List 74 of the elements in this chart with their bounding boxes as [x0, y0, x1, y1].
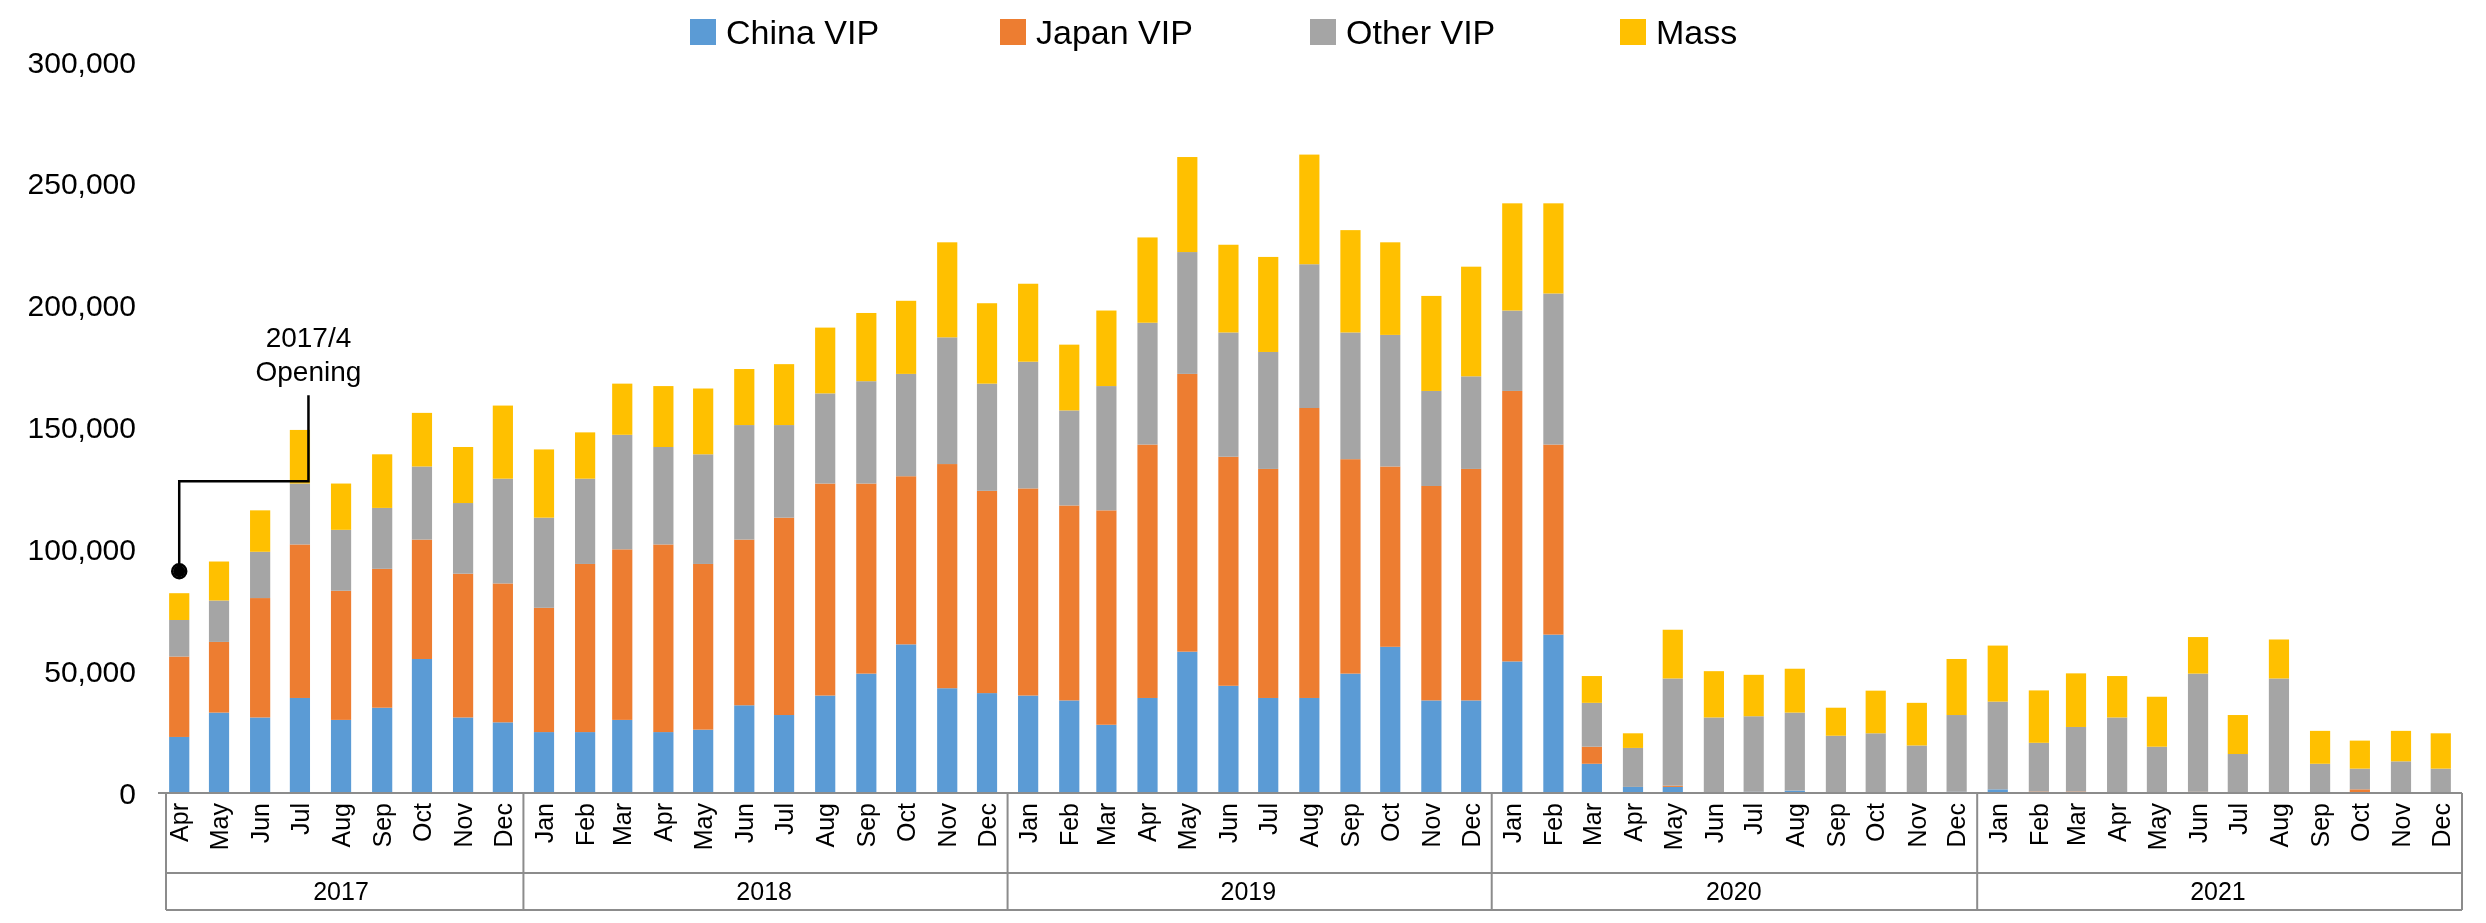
x-tick-label: Nov	[1417, 802, 1446, 848]
x-tick-label: Jul	[1739, 803, 1768, 835]
x-tick-label: Jul	[285, 803, 314, 835]
x-tick-label: Nov	[2386, 802, 2415, 848]
y-tick-label: 100,000	[27, 532, 136, 566]
x-tick-label: Feb	[570, 803, 599, 847]
x-tick-label: Sep	[1336, 803, 1365, 848]
x-tick-label: Mar	[2061, 803, 2090, 847]
y-tick-label: 200,000	[27, 289, 136, 323]
y-tick-label: 0	[119, 776, 136, 810]
x-tick-label: Jun	[1699, 803, 1728, 844]
x-tick-label: Jun	[1214, 803, 1243, 844]
x-tick-label: Jan	[1013, 803, 1042, 844]
x-tick-label: Jun	[245, 803, 274, 844]
x-tick-label: Aug	[1295, 803, 1324, 848]
x-tick-label: Mar	[1577, 803, 1606, 847]
x-tick-label: Oct	[891, 802, 920, 842]
x-tick-label: May	[204, 802, 233, 851]
x-tick-label: Jan	[1498, 803, 1527, 844]
x2-tick-label: 2018	[736, 877, 792, 906]
x-tick-label: Feb	[2024, 803, 2053, 847]
x-tick-label: Oct	[1861, 802, 1890, 842]
x-tick-label: Aug	[810, 803, 839, 848]
y-tick-label: 150,000	[27, 411, 136, 444]
x-tick-label: Nov	[1902, 802, 1931, 848]
annotation: 2017/4 Opening	[255, 322, 362, 388]
x-tick-label: Dec	[1456, 803, 1485, 848]
x-tick-label: May	[688, 802, 717, 851]
x-tick-label: Aug	[1780, 803, 1809, 848]
x-tick-label: Aug	[326, 803, 355, 848]
legend-label: China VIP	[726, 12, 880, 51]
x-tick-label: Nov	[448, 802, 477, 848]
x2-tick-label: 2021	[2190, 877, 2246, 906]
x-tick-label: Mar	[1092, 803, 1121, 847]
x-tick-label: Feb	[1539, 803, 1568, 847]
x-tick-label: Sep	[1821, 803, 1850, 848]
x-tick-label: Apr	[1618, 803, 1647, 842]
x-tick-label: Jun	[2183, 803, 2212, 844]
x-tick-label: Jul	[769, 803, 798, 835]
x-tick-label: May	[2142, 802, 2171, 851]
x-tick-label: Dec	[488, 803, 517, 848]
x2-tick-label: 2019	[1220, 877, 1277, 906]
x-tick-label: Aug	[2264, 803, 2293, 848]
x-tick-label: Jul	[2223, 803, 2252, 835]
x-tick-label: Dec	[1942, 803, 1971, 848]
y-tick-label: 50,000	[44, 654, 136, 688]
x2-tick-label: 2017	[313, 877, 369, 906]
x-tick-label: Jan	[1983, 803, 2012, 844]
x-tick-label: May	[1173, 802, 1202, 851]
x-tick-label: Apr	[2102, 803, 2131, 842]
x-tick-label: Apr	[1133, 803, 1162, 842]
x-tick-label: Apr	[164, 803, 193, 842]
legend-label: Other VIP	[1346, 12, 1496, 51]
x-tick-label: Jan	[529, 803, 558, 844]
x-tick-label: Mar	[608, 803, 636, 847]
x-tick-label: Dec	[2426, 803, 2455, 848]
x-tick-label: Nov	[932, 802, 961, 848]
x-tick-label: Jun	[730, 803, 759, 844]
x-tick-label: Sep	[2305, 803, 2334, 848]
legend-label: Japan VIP	[1036, 12, 1193, 51]
x-tick-label: Sep	[852, 803, 881, 848]
x-tick-label: Sep	[367, 803, 396, 848]
x-tick-label: Oct	[407, 802, 436, 842]
y-tick-label: 250,000	[27, 167, 136, 201]
x-tick-label: Jul	[1253, 803, 1282, 835]
x-tick-label: Oct	[2345, 802, 2374, 842]
x-tick-label: Oct	[1376, 802, 1404, 842]
x2-tick-label: 2020	[1705, 877, 1762, 906]
y-tick-label: 300,000	[27, 45, 136, 79]
legend-label: Mass	[1656, 12, 1738, 51]
x-tick-label: May	[1658, 802, 1687, 851]
x-tick-label: Dec	[972, 803, 1001, 848]
x-tick-label: Feb	[1055, 803, 1083, 847]
x-tick-label: Apr	[649, 803, 678, 842]
